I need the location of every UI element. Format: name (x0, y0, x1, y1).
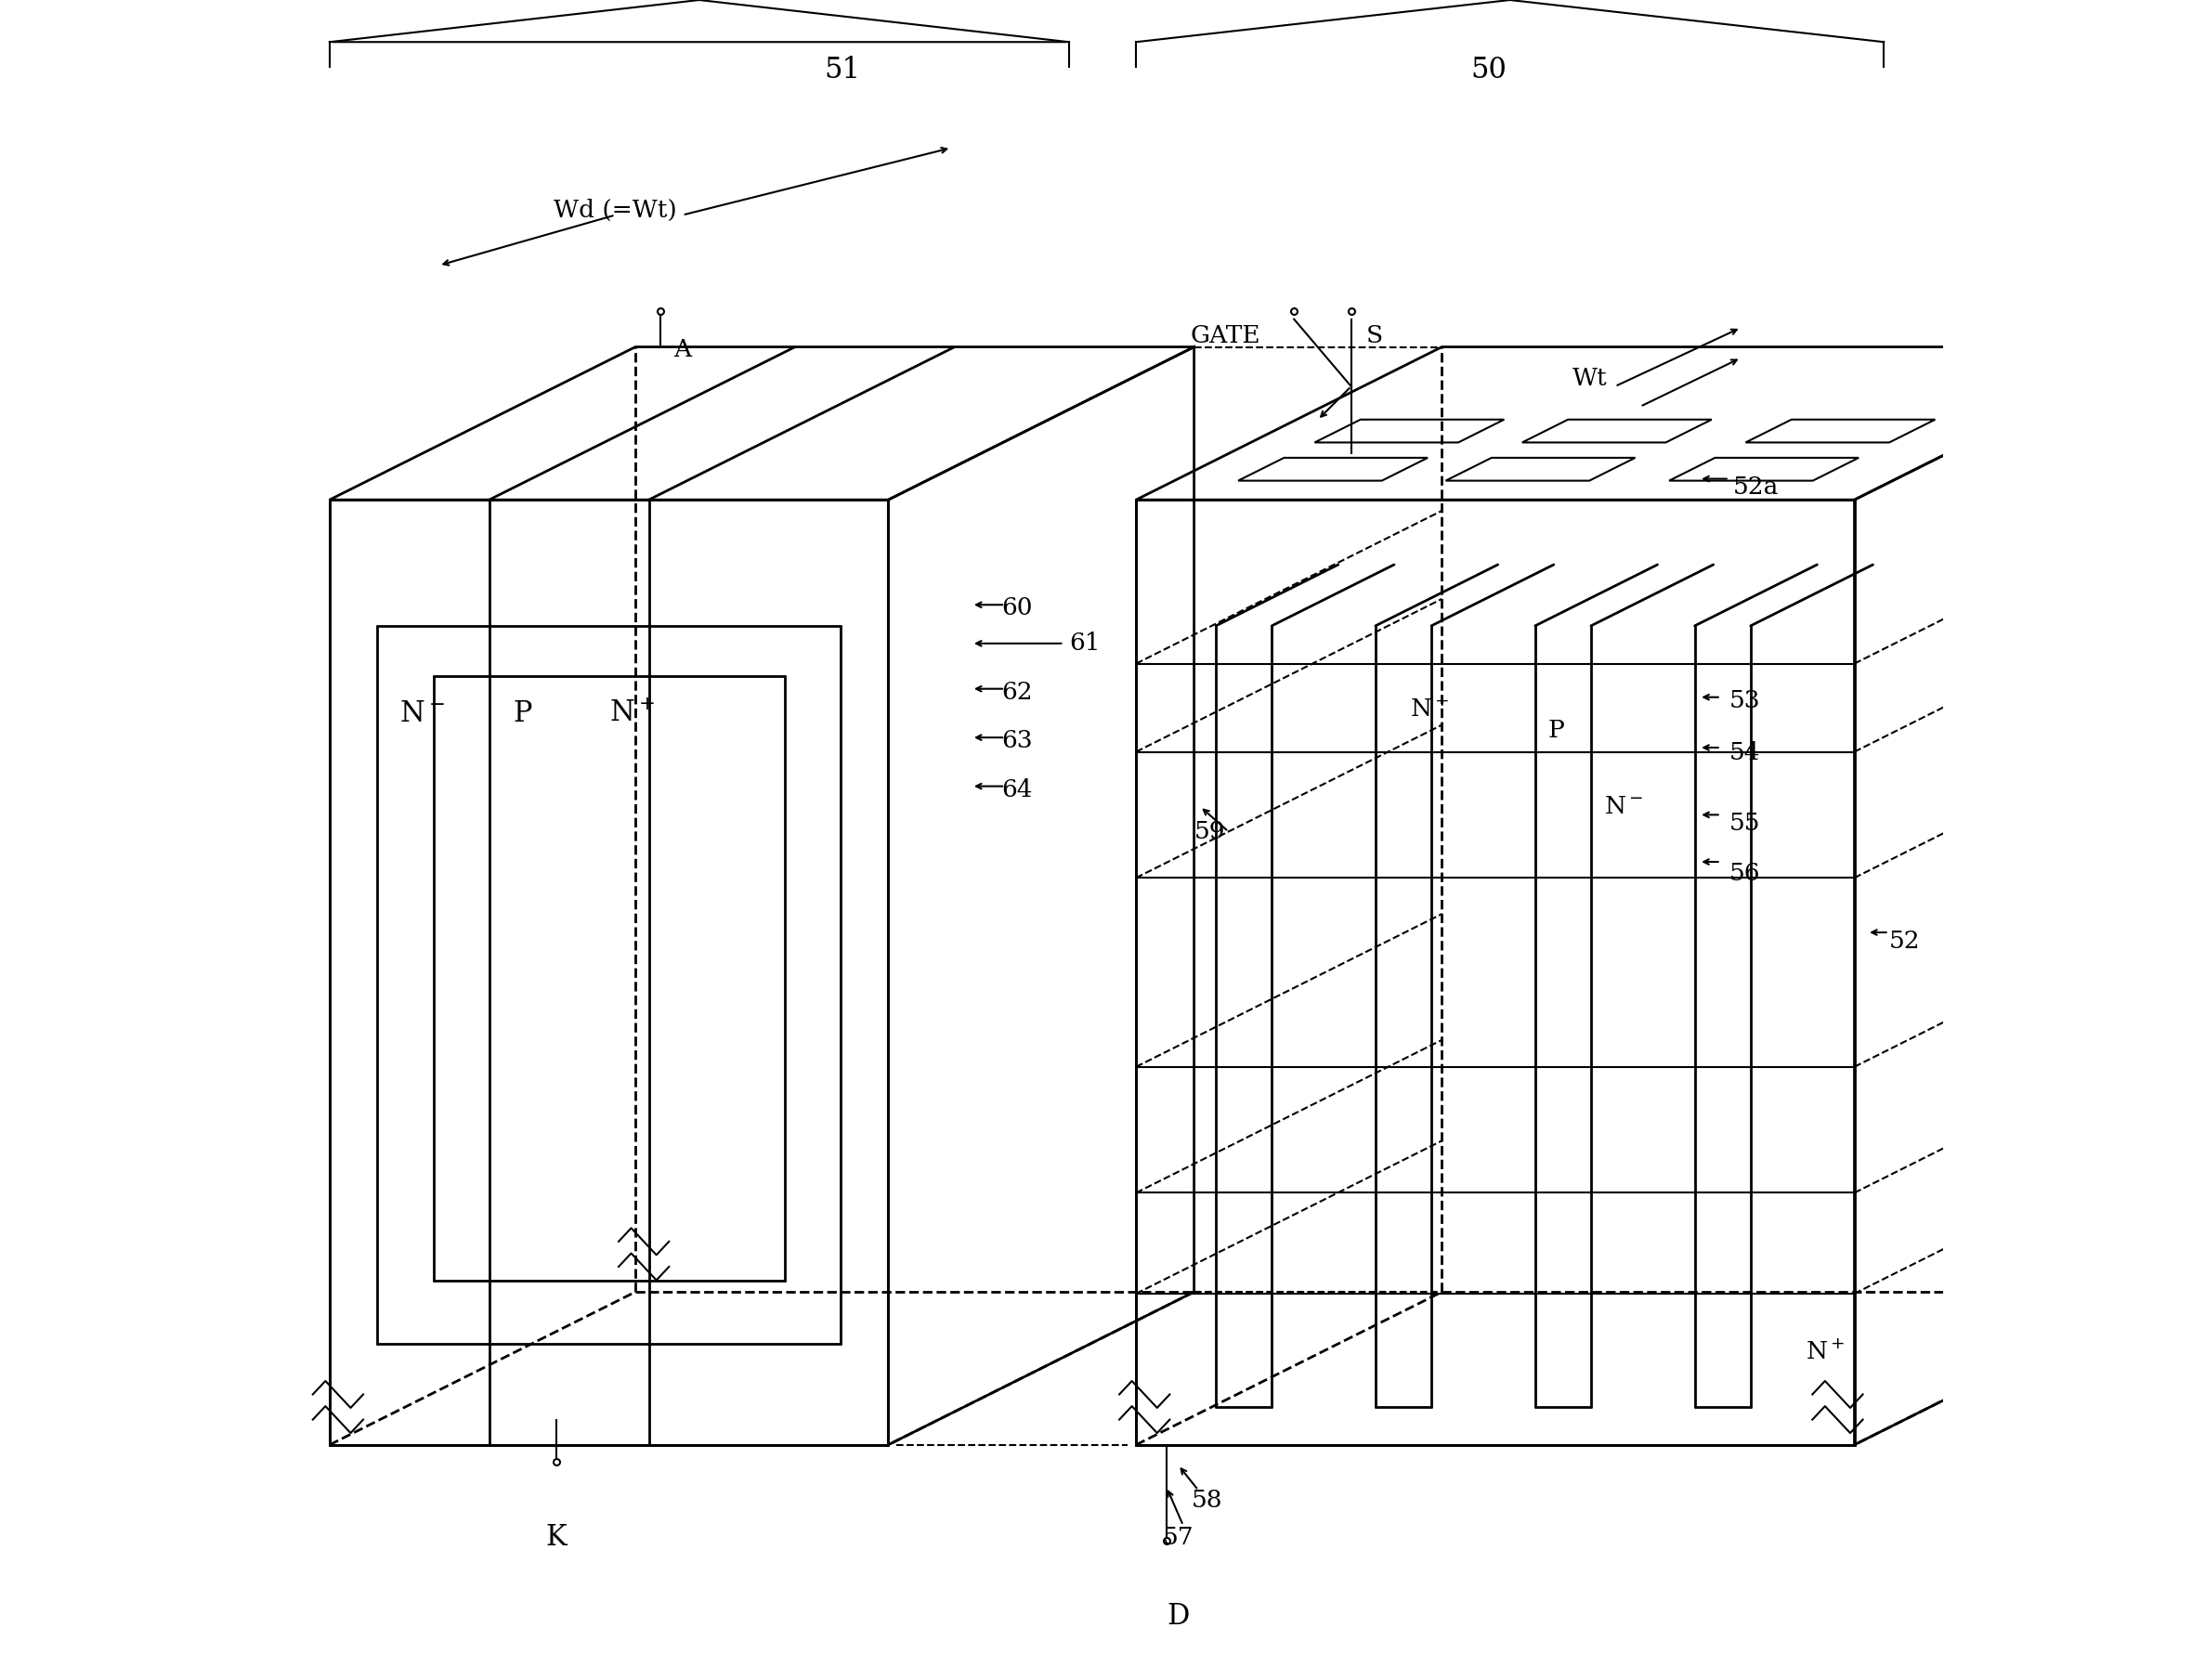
Text: 64: 64 (1001, 778, 1032, 801)
Text: N$^-$: N$^-$ (399, 699, 445, 729)
Text: GATE: GATE (1191, 324, 1261, 348)
Text: N$^+$: N$^+$ (1806, 1341, 1846, 1364)
Text: 56: 56 (1729, 862, 1760, 885)
Text: 62: 62 (1001, 680, 1032, 704)
Text: 57: 57 (1162, 1525, 1193, 1549)
Text: 50: 50 (1471, 55, 1506, 86)
Text: N$^-$: N$^-$ (1603, 795, 1643, 818)
Text: K: K (547, 1522, 567, 1552)
Text: 63: 63 (1001, 729, 1032, 753)
Text: A: A (673, 338, 692, 361)
Text: N$^+$: N$^+$ (609, 699, 655, 729)
Text: 53: 53 (1729, 689, 1760, 712)
Text: 59: 59 (1195, 820, 1226, 843)
Text: P: P (1548, 719, 1566, 743)
Text: 55: 55 (1729, 811, 1760, 835)
Text: Wd (=Wt): Wd (=Wt) (553, 198, 677, 222)
Text: N$^+$: N$^+$ (1411, 697, 1451, 721)
Text: 52a: 52a (1733, 475, 1779, 499)
Text: 60: 60 (1001, 596, 1032, 620)
Text: P: P (514, 699, 531, 729)
Text: S: S (1367, 324, 1383, 348)
Text: D: D (1166, 1601, 1188, 1631)
Text: Wt: Wt (1572, 366, 1607, 390)
Text: 54: 54 (1729, 741, 1760, 764)
Text: 51: 51 (825, 55, 860, 86)
Text: 61: 61 (1069, 632, 1100, 655)
Text: 52: 52 (1890, 929, 1921, 953)
Text: 58: 58 (1191, 1488, 1222, 1512)
